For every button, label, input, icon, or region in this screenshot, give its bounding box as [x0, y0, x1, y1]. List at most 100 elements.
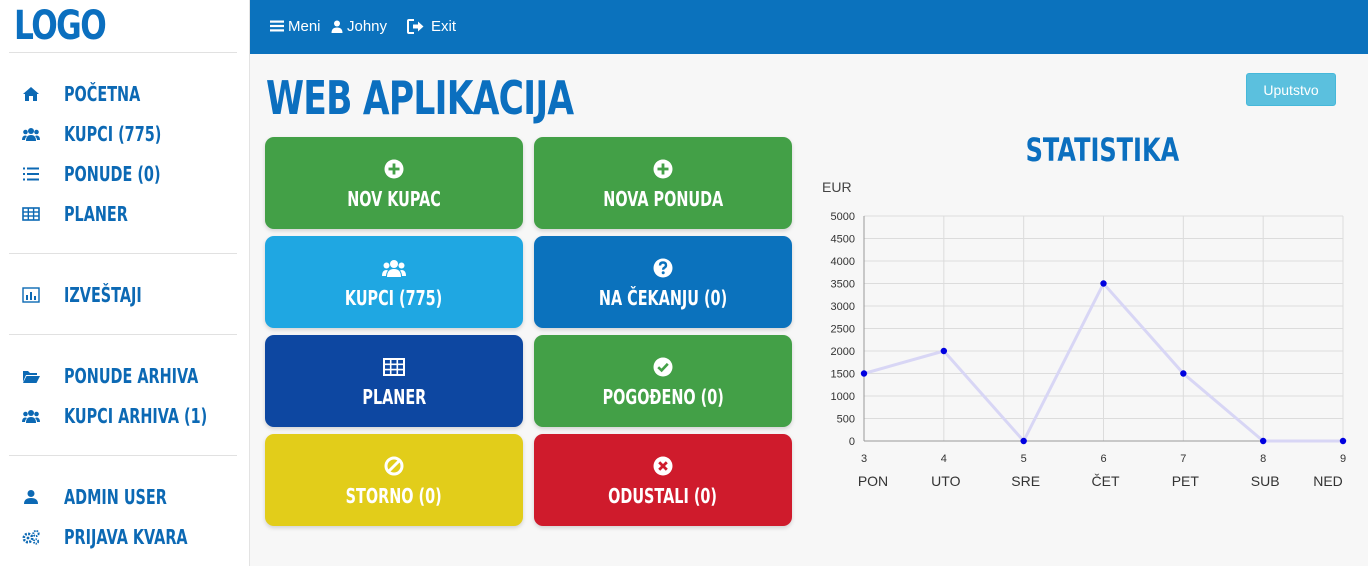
- sidebar-item-label: PONUDE ARHIVA: [64, 364, 199, 388]
- y-axis-label: EUR: [822, 179, 852, 195]
- user-icon: [24, 490, 38, 504]
- menu-toggle[interactable]: Meni: [270, 0, 321, 52]
- list-ol-icon: [23, 167, 39, 181]
- chart-title-text: STATISTIKA: [1025, 131, 1180, 169]
- tile-label: POGOĐENO (0): [602, 385, 724, 409]
- data-point: [940, 347, 948, 355]
- sidebar-item-planer[interactable]: PLANER: [0, 196, 249, 232]
- bars-icon: [270, 20, 284, 32]
- data-point: [1020, 437, 1027, 445]
- sidebar: LOGO POČETNA KUPCI (775) PONUDE (0) PLAN…: [0, 0, 250, 566]
- sidebar-item-label: KUPCI ARHIVA (1): [64, 404, 208, 428]
- users-icon: [22, 410, 40, 423]
- sidebar-item-kupci[interactable]: KUPCI (775): [0, 116, 249, 152]
- tile-label: NOVA PONUDA: [603, 187, 723, 211]
- chart-title: STATISTIKA: [1000, 130, 1205, 170]
- y-tick-label: 1000: [831, 391, 855, 403]
- user-menu[interactable]: Johny: [331, 0, 387, 52]
- sidebar-item-label: KUPCI (775): [64, 122, 162, 146]
- sidebar-item-label: PRIJAVA KVARA: [64, 525, 188, 549]
- sidebar-item-kupci-arhiva[interactable]: KUPCI ARHIVA (1): [0, 398, 249, 434]
- tile-storno[interactable]: STORNO (0): [265, 434, 523, 526]
- tile-odustali[interactable]: ODUSTALI (0): [534, 434, 792, 526]
- logo[interactable]: LOGO: [14, 3, 107, 49]
- data-point: [860, 370, 868, 377]
- tile-pogodeno[interactable]: POGOĐENO (0): [534, 335, 792, 427]
- x-tick-label: 6: [1100, 453, 1106, 465]
- y-tick-label: 4500: [831, 234, 855, 246]
- tile-label: ODUSTALI (0): [608, 484, 718, 508]
- plus-circle-icon: [653, 159, 673, 179]
- user-icon: [331, 20, 343, 33]
- sidebar-item-pocetna[interactable]: POČETNA: [0, 76, 249, 112]
- users-icon: [382, 260, 406, 277]
- top-navbar: Meni Johny Exit: [250, 0, 1368, 54]
- folder-open-icon: [23, 371, 40, 383]
- y-tick-label: 3500: [831, 279, 855, 291]
- ban-icon: [384, 456, 404, 476]
- help-button[interactable]: Uputstvo: [1246, 73, 1336, 106]
- sidebar-divider: [9, 334, 237, 335]
- plus-circle-icon: [384, 159, 404, 179]
- tile-label: STORNO (0): [345, 484, 443, 508]
- y-tick-label: 500: [837, 414, 855, 426]
- data-point: [1339, 437, 1347, 445]
- x-category-label: SUB: [1251, 473, 1280, 489]
- user-name: Johny: [347, 17, 388, 35]
- sidebar-divider: [9, 455, 237, 456]
- tile-kupci[interactable]: KUPCI (775): [265, 236, 523, 328]
- tile-label: NA ČEKANJU (0): [598, 286, 728, 310]
- sidebar-divider: [9, 253, 237, 254]
- menu-label: Meni: [288, 17, 321, 35]
- table-icon: [22, 207, 40, 221]
- question-circle-icon: [653, 258, 673, 278]
- y-tick-label: 2000: [831, 346, 855, 358]
- x-category-label: PET: [1172, 473, 1200, 489]
- y-tick-label: 2500: [831, 324, 855, 336]
- x-category-label: NED: [1313, 473, 1343, 489]
- tile-nova-ponuda[interactable]: NOVA PONUDA: [534, 137, 792, 229]
- sidebar-item-label: POČETNA: [64, 82, 141, 106]
- x-tick-label: 8: [1260, 453, 1266, 465]
- sidebar-item-label: PLANER: [64, 202, 128, 226]
- sidebar-item-ponude[interactable]: PONUDE (0): [0, 156, 249, 192]
- x-tick-label: 4: [941, 453, 947, 465]
- sign-out-icon: [407, 18, 424, 34]
- sidebar-item-label: ADMIN USER: [64, 485, 167, 509]
- y-tick-label: 5000: [831, 211, 855, 223]
- gears-icon: [22, 529, 40, 545]
- x-category-label: SRE: [1011, 473, 1040, 489]
- tile-nov-kupac[interactable]: NOV KUPAC: [265, 137, 523, 229]
- x-tick-label: 7: [1180, 453, 1186, 465]
- times-circle-icon: [653, 456, 673, 476]
- exit-link[interactable]: Exit: [407, 0, 456, 52]
- page-title: WEB APLIKACIJA: [266, 71, 574, 125]
- sidebar-item-izvestaji[interactable]: IZVEŠTAJI: [0, 277, 249, 313]
- tile-label: NOV KUPAC: [347, 187, 441, 211]
- check-circle-icon: [653, 357, 673, 377]
- y-tick-label: 0: [849, 436, 855, 448]
- y-tick-label: 1500: [831, 369, 855, 381]
- tile-na-cekanju[interactable]: NA ČEKANJU (0): [534, 236, 792, 328]
- x-category-label: ČET: [1092, 473, 1120, 489]
- data-point: [1180, 370, 1187, 377]
- home-icon: [23, 87, 39, 101]
- users-icon: [22, 128, 40, 141]
- exit-label: Exit: [431, 17, 457, 35]
- sidebar-item-prijava-kvara[interactable]: PRIJAVA KVARA: [0, 519, 249, 555]
- x-tick-label: 9: [1340, 453, 1346, 465]
- table-icon: [383, 358, 405, 376]
- tile-label: PLANER: [362, 385, 426, 409]
- tile-planer[interactable]: PLANER: [265, 335, 523, 427]
- data-point: [1259, 437, 1267, 445]
- sidebar-item-admin-user[interactable]: ADMIN USER: [0, 479, 249, 515]
- x-tick-label: 5: [1021, 453, 1027, 465]
- tile-label: KUPCI (775): [345, 286, 443, 310]
- bar-chart-icon: [22, 287, 40, 303]
- sidebar-divider: [9, 52, 237, 53]
- sidebar-item-label: IZVEŠTAJI: [64, 283, 142, 307]
- sidebar-item-label: PONUDE (0): [64, 162, 161, 186]
- sidebar-item-ponude-arhiva[interactable]: PONUDE ARHIVA: [0, 358, 249, 394]
- data-point: [1100, 280, 1107, 287]
- x-category-label: UTO: [931, 473, 960, 489]
